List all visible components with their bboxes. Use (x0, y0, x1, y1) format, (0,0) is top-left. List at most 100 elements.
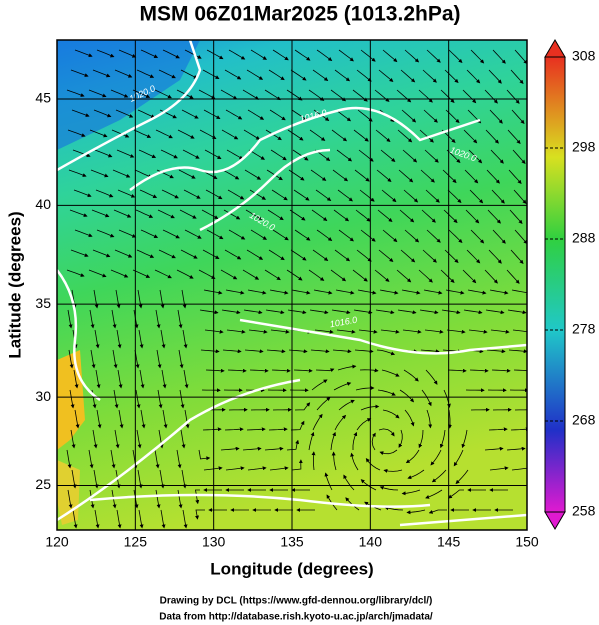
streamline (94, 329, 100, 349)
streamline (93, 469, 99, 489)
streamline (204, 149, 222, 159)
streamline (356, 418, 372, 431)
cold-region (57, 40, 200, 150)
streamline (66, 89, 85, 97)
streamline (89, 129, 108, 138)
streamline (198, 449, 211, 461)
streamline (69, 389, 75, 409)
streamline (71, 109, 90, 117)
streamline (112, 349, 118, 369)
streamline (227, 189, 245, 200)
streamline (67, 129, 86, 137)
streamline (177, 489, 183, 509)
streamline (228, 49, 246, 60)
streamline (288, 169, 305, 181)
streamline (270, 329, 290, 334)
streamline (514, 229, 527, 245)
streamline (377, 209, 393, 223)
streamline (268, 249, 285, 261)
streamline (510, 427, 527, 432)
streamline (382, 229, 398, 243)
streamline (330, 269, 347, 282)
streamline (135, 209, 154, 218)
streamline (399, 389, 415, 403)
streamline (271, 189, 288, 201)
streamline (111, 309, 117, 329)
y-tick-label: 45 (35, 90, 51, 106)
streamline (135, 389, 141, 409)
streamline (195, 509, 205, 520)
streamline (198, 269, 216, 279)
streamline (446, 149, 461, 164)
streamline (202, 249, 220, 259)
streamline (136, 429, 142, 449)
streamline (324, 472, 333, 491)
streamline (287, 309, 307, 315)
streamline (507, 129, 521, 144)
streamline (178, 349, 184, 369)
credit: Drawing by DCL (https://www.gfd-dennou.o… (160, 596, 433, 607)
streamline (206, 229, 224, 240)
streamline (359, 189, 375, 202)
x-tick-label: 145 (437, 534, 461, 550)
streamline (224, 69, 242, 80)
streamline (242, 89, 260, 100)
streamline (139, 369, 145, 389)
streamline (506, 269, 520, 284)
streamline (382, 49, 398, 63)
y-axis-label: Latitude (degrees) (5, 211, 24, 358)
streamline (269, 466, 289, 471)
streamline (155, 309, 161, 329)
streamline (205, 368, 225, 373)
streamlines (66, 49, 527, 529)
streamline (182, 149, 200, 159)
streamline (308, 431, 315, 451)
streamline (270, 149, 287, 161)
contour-label: 1016.0 (329, 315, 358, 330)
streamline (470, 49, 485, 64)
colorbar: 258 268 278 288 298 308 (544, 39, 596, 530)
streamline (376, 169, 392, 183)
streamline (402, 149, 418, 163)
streamline (308, 269, 325, 281)
streamline (333, 209, 350, 222)
streamline (180, 429, 186, 449)
streamline (508, 169, 522, 184)
streamline (488, 427, 508, 432)
streamline (94, 149, 113, 158)
streamline (463, 129, 478, 144)
streamline (506, 89, 520, 104)
streamline (206, 49, 224, 60)
streamline (177, 309, 183, 329)
streamline (359, 368, 379, 373)
streamline (243, 309, 263, 315)
streamline (181, 469, 187, 489)
streamline (246, 249, 264, 260)
streamline (316, 49, 333, 61)
streamline (223, 209, 241, 220)
streamline (314, 329, 334, 334)
streamline (224, 427, 244, 432)
streamline (177, 129, 195, 139)
streamline (335, 289, 355, 295)
streamline (353, 309, 373, 315)
streamline (272, 49, 289, 61)
streamline (96, 229, 115, 238)
streamline (379, 289, 399, 295)
streamline (242, 446, 262, 451)
streamline (159, 109, 177, 119)
streamline (176, 449, 182, 469)
streamline (424, 329, 444, 334)
streamline (247, 109, 265, 120)
streamline (425, 369, 438, 385)
streamline (269, 289, 289, 295)
streamline (444, 249, 459, 264)
streamline (182, 329, 188, 349)
streamline (113, 389, 119, 409)
streamline (114, 69, 133, 78)
streamline (470, 229, 485, 244)
colorbar-tick-label: 308 (572, 48, 596, 64)
streamline (134, 169, 153, 178)
streamline (225, 109, 243, 120)
